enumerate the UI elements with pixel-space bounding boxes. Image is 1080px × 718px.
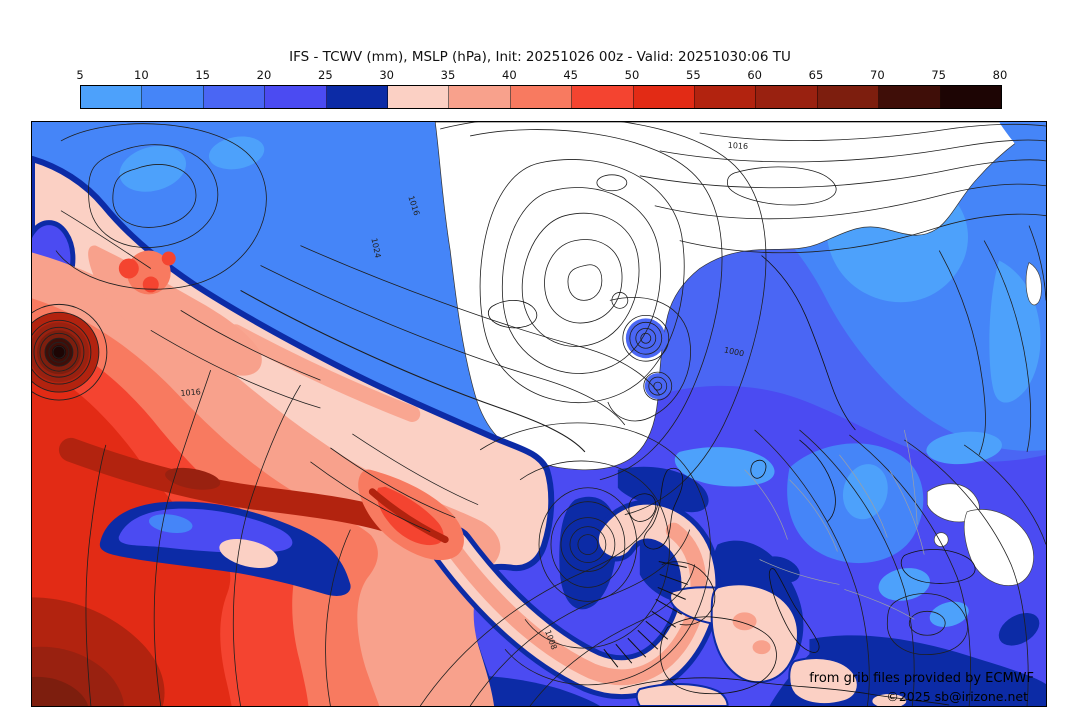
colorbar-segment bbox=[572, 86, 634, 108]
colorbar-segment bbox=[817, 86, 880, 108]
colorbar-tick-label: 15 bbox=[195, 68, 210, 82]
colorbar-tick-label: 50 bbox=[624, 68, 640, 82]
coastlines bbox=[487, 255, 976, 706]
colorbar-tick-label: 80 bbox=[992, 68, 1008, 82]
twin-vortex-isobars bbox=[607, 296, 691, 422]
colorbar-segment bbox=[510, 86, 573, 108]
colorbar-segment bbox=[449, 86, 511, 108]
colorbar-tick-label: 5 bbox=[76, 68, 84, 82]
colorbar-segment bbox=[756, 86, 818, 108]
map-frame: 1016 1024 1016 1000 1008 1016 bbox=[31, 121, 1047, 707]
figure-title: IFS - TCWV (mm), MSLP (hPa), Init: 20251… bbox=[289, 49, 791, 65]
colorbar-segment bbox=[81, 86, 143, 108]
colorbar-segment bbox=[633, 86, 696, 108]
arctic-white-region bbox=[434, 122, 1046, 471]
colorbar-tick-label: 45 bbox=[563, 68, 578, 82]
frontal-hatch-marks bbox=[603, 561, 688, 668]
colorbar-tick-label: 65 bbox=[808, 68, 824, 82]
colorbar-segment bbox=[388, 86, 450, 108]
colorbar-tick-label: 75 bbox=[931, 68, 946, 82]
country-borders bbox=[744, 429, 925, 620]
colorbar-segment bbox=[326, 86, 389, 108]
colorbar-segment bbox=[879, 86, 941, 108]
colorbar-tick-label: 40 bbox=[502, 68, 517, 82]
pressure-label: 1024 bbox=[369, 237, 382, 259]
warm-moisture-region bbox=[32, 155, 555, 706]
mountain-white-patches bbox=[926, 262, 1042, 586]
colorbar-tick-label: 60 bbox=[747, 68, 762, 82]
colorbar-tick-label: 25 bbox=[318, 68, 333, 82]
colorbar-tick-label: 10 bbox=[134, 68, 149, 82]
colorbar-ticks: 5 10 15 20 25 30 35 40 45 50 55 60 65 70 75 80 bbox=[76, 68, 1007, 83]
colorbar-segment bbox=[695, 86, 757, 108]
colorbar bbox=[80, 85, 1002, 109]
colorbar-tick-label: 70 bbox=[870, 68, 885, 82]
pressure-contours bbox=[32, 122, 1046, 706]
colorbar-segment bbox=[142, 86, 204, 108]
colorbar-tick-label: 55 bbox=[686, 68, 701, 82]
pressure-label: 1000 bbox=[723, 345, 745, 358]
pressure-label: 1016 bbox=[728, 141, 749, 151]
iberia-low-isobars bbox=[479, 422, 711, 686]
colorbar-tick-label: 30 bbox=[379, 68, 394, 82]
weather-map: 1016 1024 1016 1000 1008 1016 bbox=[32, 122, 1046, 706]
colorbar-segment bbox=[265, 86, 327, 108]
pressure-label: 1016 bbox=[180, 387, 201, 398]
colorbar-tick-label: 20 bbox=[256, 68, 272, 82]
credits-source: from grib files provided by ECMWF bbox=[809, 671, 1034, 686]
colorbar-tick-label: 35 bbox=[440, 68, 456, 82]
colorbar-segment bbox=[203, 86, 266, 108]
credits-copyright: ©2025 sb@irizone.net bbox=[886, 689, 1028, 704]
colorbar-segment bbox=[940, 86, 1002, 108]
hurricane-isobars bbox=[32, 303, 108, 401]
